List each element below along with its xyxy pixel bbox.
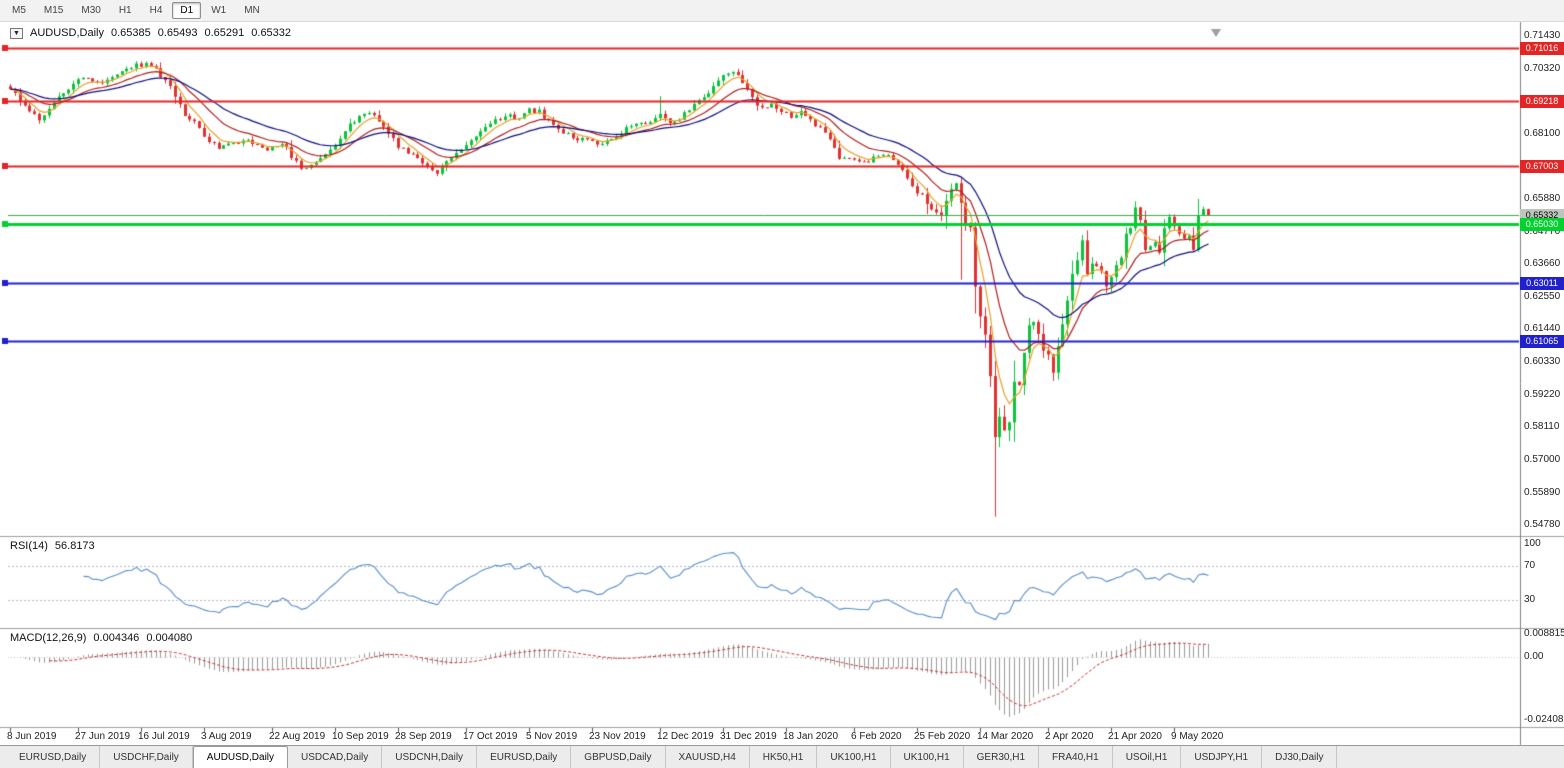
- timeframe-button-mn[interactable]: MN: [244, 5, 260, 16]
- timeframe-toolbar: M5 M15 M30 H1 H4 D1 W1 MN: [0, 0, 1564, 22]
- symbol-tab-uk100-h1[interactable]: UK100,H1: [817, 746, 891, 768]
- timeframe-button-d1[interactable]: D1: [172, 2, 202, 19]
- symbol-tab-eurusd-daily[interactable]: EURUSD,Daily: [6, 746, 101, 768]
- symbol-tab-xauusd-h4[interactable]: XAUUSD,H4: [665, 746, 750, 768]
- timeframe-button-h4[interactable]: H4: [149, 5, 163, 16]
- symbol-tab-fra40-h1[interactable]: FRA40,H1: [1039, 746, 1113, 768]
- symbol-tab-usdcad-daily[interactable]: USDCAD,Daily: [288, 746, 383, 768]
- symbol-tab-dj30-daily[interactable]: DJ30,Daily: [1262, 746, 1338, 768]
- symbol-tab-usoil-h1[interactable]: USOil,H1: [1112, 746, 1182, 768]
- symbol-tab-gbpusd-daily[interactable]: GBPUSD,Daily: [571, 746, 666, 768]
- timeframe-button-m15[interactable]: M15: [43, 5, 64, 16]
- symbol-tabbar: EURUSD,Daily USDCHF,Daily AUDUSD,Daily USDC…: [0, 745, 1564, 768]
- timeframe-button-h1[interactable]: H1: [118, 5, 132, 16]
- timeframe-button-w1[interactable]: W1: [211, 5, 227, 16]
- symbol-tab-hk50-h1[interactable]: HK50,H1: [749, 746, 818, 768]
- symbol-tab-ger30-h1[interactable]: GER30,H1: [963, 746, 1040, 768]
- symbol-tab-eurusd-daily[interactable]: EURUSD,Daily: [477, 746, 572, 768]
- symbol-tab-usdchf-daily[interactable]: USDCHF,Daily: [100, 746, 193, 768]
- symbol-tab-usdjpy-h1[interactable]: USDJPY,H1: [1181, 746, 1263, 768]
- symbol-tab-audusd-daily[interactable]: AUDUSD,Daily: [192, 746, 289, 768]
- symbol-tab-uk100-h1[interactable]: UK100,H1: [890, 746, 964, 768]
- timeframe-button-m5[interactable]: M5: [12, 5, 26, 16]
- timeframe-button-m30[interactable]: M30: [81, 5, 101, 16]
- symbol-tab-usdcnh-daily[interactable]: USDCNH,Daily: [382, 746, 478, 768]
